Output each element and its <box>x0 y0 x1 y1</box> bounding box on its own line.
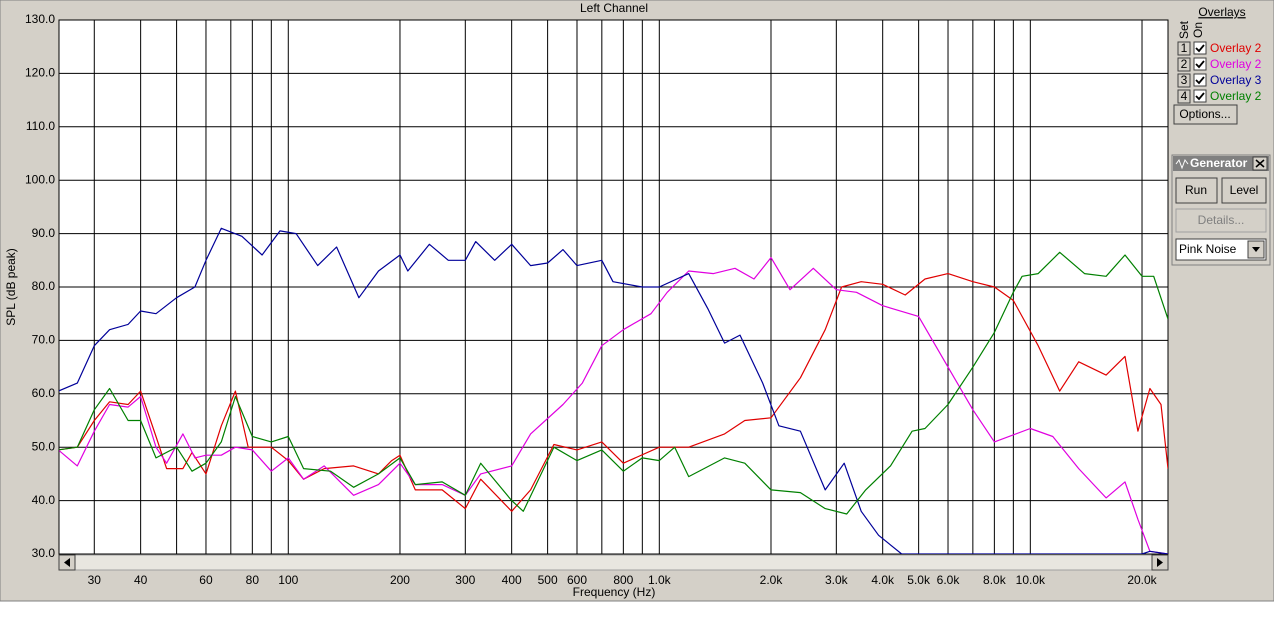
legend-label: Overlay 2 <box>1210 89 1262 103</box>
level-button-label: Level <box>1230 183 1259 197</box>
x-tick-label: 100 <box>278 573 298 587</box>
arrow-right <box>1157 558 1163 567</box>
series-line <box>59 273 1168 512</box>
x-tick-label: 200 <box>390 573 410 587</box>
source-dropdown[interactable] <box>1175 238 1267 261</box>
generator-titlebar <box>1173 156 1269 171</box>
y-tick-label: 90.0 <box>32 226 56 240</box>
x-tick-label: 5.0k <box>907 573 931 587</box>
y-tick-label: 120.0 <box>25 66 55 80</box>
set-number: 1 <box>1181 41 1188 55</box>
run-button-label: Run <box>1185 183 1207 197</box>
arrow-left <box>64 558 70 567</box>
dropdown-arrow <box>1252 247 1260 252</box>
level-button[interactable] <box>1221 177 1267 204</box>
series-line <box>59 227 1168 554</box>
y-tick-label: 80.0 <box>32 279 56 293</box>
check-mark <box>1195 92 1205 101</box>
y-tick-label: 40.0 <box>32 493 56 507</box>
set-number: 3 <box>1181 73 1188 87</box>
y-tick-label: 130.0 <box>25 12 55 26</box>
x-tick-label: 300 <box>455 573 475 587</box>
set-button[interactable] <box>1177 41 1191 56</box>
x-tick-label: 60 <box>199 573 213 587</box>
overlay-checkbox[interactable] <box>1193 89 1207 103</box>
legend-label: Overlay 2 <box>1210 57 1262 71</box>
y-tick-label: 70.0 <box>32 333 56 347</box>
generator-title: Generator <box>1190 156 1248 170</box>
x-tick-label: 400 <box>502 573 522 587</box>
chart-title: Left Channel <box>580 1 648 15</box>
x-tick-label: 20.0k <box>1127 573 1157 587</box>
options-button-label: Options... <box>1179 107 1230 121</box>
x-tick-label: 80 <box>246 573 260 587</box>
set-label: Set <box>1177 20 1191 39</box>
check-mark <box>1195 44 1205 53</box>
overlay-checkbox[interactable] <box>1193 41 1207 55</box>
y-tick-label: 110.0 <box>26 119 55 133</box>
scrollbar[interactable] <box>58 554 1169 571</box>
close-icon <box>1255 159 1265 168</box>
details-button[interactable] <box>1175 208 1267 233</box>
x-tick-label: 3.0k <box>825 573 849 587</box>
check-mark <box>1195 60 1205 69</box>
y-tick-label: 60.0 <box>32 386 56 400</box>
on-label: On <box>1191 22 1205 38</box>
x-axis-label: Frequency (Hz) <box>573 585 656 599</box>
x-tick-label: 1.0k <box>648 573 672 587</box>
x-tick-label: 4.0k <box>871 573 895 587</box>
overlays-title: Overlays <box>1198 5 1245 19</box>
x-tick-label: 500 <box>538 573 558 587</box>
generator-icon <box>1175 158 1189 170</box>
x-tick-label: 40 <box>134 573 148 587</box>
details-button-label: Details... <box>1198 213 1245 227</box>
set-number: 4 <box>1181 89 1188 103</box>
legend-label: Overlay 2 <box>1210 41 1262 55</box>
overlay-checkbox[interactable] <box>1193 73 1207 87</box>
run-button[interactable] <box>1175 177 1218 204</box>
series-line <box>59 251 1168 515</box>
set-number: 2 <box>1181 57 1188 71</box>
y-tick-label: 30.0 <box>32 546 56 560</box>
set-button[interactable] <box>1177 73 1191 88</box>
x-tick-label: 6.0k <box>937 573 961 587</box>
source-dropdown-value: Pink Noise <box>1179 242 1237 256</box>
x-tick-label: 30 <box>88 573 102 587</box>
x-tick-label: 2.0k <box>760 573 784 587</box>
options-button[interactable] <box>1173 104 1238 125</box>
legend-label: Overlay 3 <box>1210 73 1262 87</box>
set-button[interactable] <box>1177 57 1191 72</box>
set-button[interactable] <box>1177 89 1191 104</box>
x-tick-label: 800 <box>613 573 633 587</box>
y-tick-label: 100.0 <box>25 172 55 186</box>
x-tick-label: 600 <box>567 573 587 587</box>
check-mark <box>1195 76 1205 85</box>
overlay-checkbox[interactable] <box>1193 57 1207 71</box>
x-tick-label: 8.0k <box>983 573 1007 587</box>
series-line <box>59 257 1168 554</box>
x-tick-label: 10.0k <box>1016 573 1046 587</box>
y-axis-label: SPL (dB peak) <box>4 248 18 326</box>
y-tick-label: 50.0 <box>32 439 56 453</box>
